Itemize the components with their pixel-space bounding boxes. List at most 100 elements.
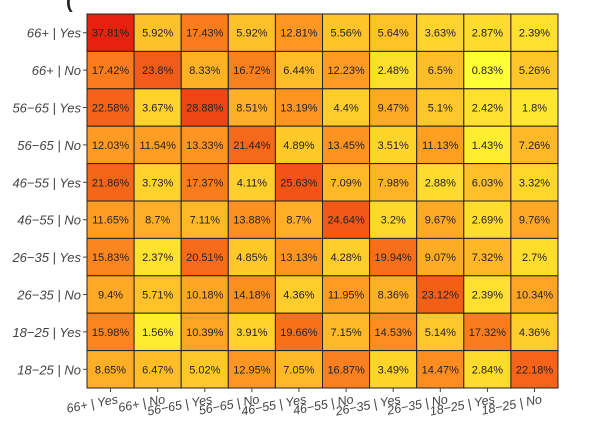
cell-value-label: 5.1% [428,103,453,115]
heatmap-cell [510,350,559,389]
cell-value-label: 3.63% [425,28,456,40]
heatmap-cell [133,13,182,52]
cell-value-label: 6.03% [472,177,503,189]
heatmap-cell [416,237,465,277]
heatmap-cell [463,275,512,314]
heatmap-cell [463,50,512,90]
cell-value-label: 13.19% [280,103,318,115]
y-tick-label: 66+ | Yes [27,26,82,41]
heatmap-cell [133,312,182,352]
cell-value-label: 25.63% [280,177,318,189]
cell-value-label: 4.4% [334,103,359,115]
cell-value-label: 12.03% [92,140,130,152]
heatmap-cell [369,125,418,165]
cell-value-label: 7.05% [283,364,314,376]
y-tick-label: 66+ | No [32,63,81,78]
heatmap-cell [274,275,323,314]
heatmap-cell [274,163,323,202]
cell-value-label: 9.76% [519,215,550,227]
heatmap-cell [369,350,418,389]
cell-value-label: 0.83% [472,65,503,77]
cell-value-label: 3.49% [378,364,409,376]
cell-value-label: 21.86% [92,177,130,189]
title-fragment: ( [66,0,73,13]
cell-value-label: 2.37% [142,252,173,264]
y-axis-labels: 66+ | Yes 66+ | No 56−65 | Yes 56−65 | No 46… [11,26,87,377]
cell-value-label: 4.89% [283,140,314,152]
cell-value-label: 1.43% [472,140,503,152]
heatmap-cell [416,312,465,352]
heatmap-cell [322,275,371,314]
heatmap-cell [86,200,135,239]
heatmap-cell [274,200,323,239]
cell-value-label: 4.36% [519,327,550,339]
heatmap-cell [369,50,418,90]
cell-value-label: 13.45% [327,140,365,152]
heatmap-cell [416,50,465,90]
cell-value-label: 3.51% [378,140,409,152]
heatmap-cell [416,163,465,202]
cell-value-label: 8.51% [236,103,267,115]
cell-value-label: 7.11% [190,215,221,227]
heatmap-cell [180,163,229,202]
heatmap-cells: 37.81% 5.92% 17.43% 5.92% 12.81% 5.56% 5.64% 3.… [86,13,559,389]
cell-value-label: 9.47% [378,103,409,115]
heatmap-cell [227,237,276,277]
cell-value-label: 4.85% [236,252,267,264]
heatmap-cell [180,88,229,127]
cell-value-label: 5.14% [425,327,456,339]
cell-value-label: 13.88% [233,215,271,227]
cell-value-label: 23.8% [142,65,173,77]
cell-value-label: 8.7% [286,215,311,227]
cell-value-label: 4.36% [283,290,314,302]
heatmap-cell [86,88,135,127]
heatmap-cell [322,200,371,239]
cell-value-label: 6.47% [142,364,173,376]
cell-value-label: 14.18% [233,290,271,302]
cell-value-label: 7.09% [330,177,361,189]
cell-value-label: 7.32% [472,252,503,264]
cell-value-label: 5.56% [330,28,361,40]
cell-value-label: 17.43% [186,28,224,40]
heatmap-cell [463,237,512,277]
heatmap-cell [463,88,512,127]
cell-value-label: 14.47% [422,364,460,376]
heatmap-cell [274,312,323,352]
heatmap-cell [416,13,465,52]
cell-value-label: 13.33% [186,140,224,152]
heatmap-cell [510,125,559,165]
cell-value-label: 3.2% [381,215,406,227]
cell-value-label: 7.15% [330,327,361,339]
cell-value-label: 2.69% [472,215,503,227]
cell-value-label: 23.12% [422,290,460,302]
heatmap-cell [322,13,371,52]
cell-value-label: 9.67% [425,215,456,227]
x-tick-label: 66+ | Yes [65,392,119,416]
cell-value-label: 16.72% [233,65,271,77]
cell-value-label: 17.42% [92,65,130,77]
cell-value-label: 24.64% [327,215,365,227]
cell-value-label: 22.58% [92,103,130,115]
cell-value-label: 8.7% [145,215,170,227]
cell-value-label: 10.34% [516,290,554,302]
cell-value-label: 11.54% [139,140,176,152]
cell-value-label: 19.94% [375,252,413,264]
cell-value-label: 2.48% [378,65,409,77]
cell-value-label: 15.83% [92,252,130,264]
cell-value-label: 2.7% [522,252,547,264]
cell-value-label: 2.88% [425,177,456,189]
heatmap-cell [274,350,323,389]
heatmap-cell [180,200,229,239]
cell-value-label: 8.33% [189,65,220,77]
y-tick-label: 56−65 | Yes [12,101,81,116]
heatmap-cell [463,350,512,389]
cell-value-label: 16.87% [327,364,365,376]
heatmap-cell [510,13,559,52]
heatmap-cell [463,163,512,202]
heatmap-cell [510,163,559,202]
cell-value-label: 3.67% [142,103,173,115]
heatmap-cell [86,237,135,277]
heatmap-cell [322,125,371,165]
cell-value-label: 4.11% [237,177,268,189]
